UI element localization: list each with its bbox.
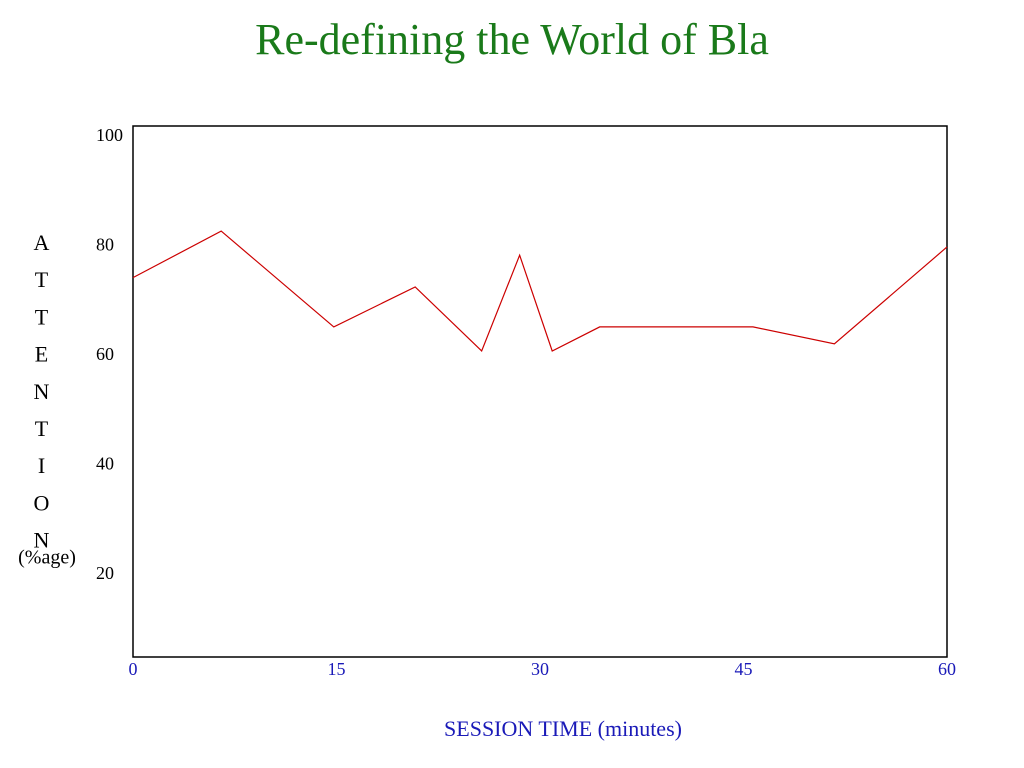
x-tick-label: 60: [938, 659, 956, 679]
y-tick-label: 80: [96, 235, 114, 255]
data-line: [132, 230, 948, 353]
y-tick-label: 100: [96, 125, 123, 145]
plot-frame: [132, 125, 948, 658]
y-axis-title: ATTENTION: [29, 230, 54, 565]
x-tick-label: 30: [531, 659, 549, 679]
x-tick-label: 45: [735, 659, 753, 679]
chart-title: Re-defining the World of Bla: [255, 15, 769, 64]
x-tick-label: 15: [328, 659, 346, 679]
y-tick-label: 60: [96, 344, 114, 364]
y-tick-label: 40: [96, 454, 114, 474]
y-axis-unit: (%age): [18, 547, 76, 569]
x-tick-label: 0: [129, 659, 138, 679]
x-axis-title: SESSION TIME (minutes): [444, 716, 682, 741]
y-tick-label: 20: [96, 563, 114, 583]
